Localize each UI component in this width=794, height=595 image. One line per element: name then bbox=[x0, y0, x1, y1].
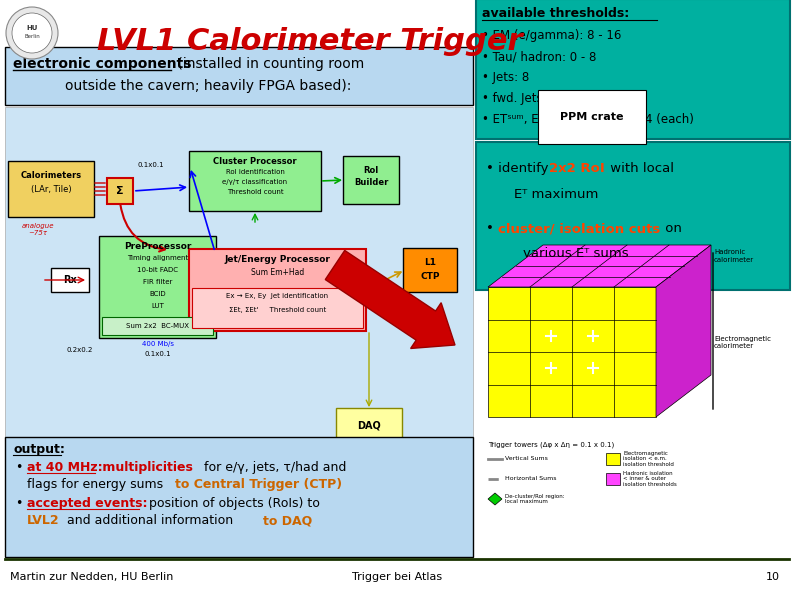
Text: 0.2x0.2: 0.2x0.2 bbox=[67, 347, 93, 353]
Text: •: • bbox=[15, 497, 22, 510]
Text: ΣEt, ΣEt'     Threshold count: ΣEt, ΣEt' Threshold count bbox=[229, 307, 326, 313]
Text: 0.1x0.1: 0.1x0.1 bbox=[145, 351, 171, 357]
Text: Eᵀ maximum: Eᵀ maximum bbox=[514, 188, 598, 201]
Text: to Central Trigger (CTP): to Central Trigger (CTP) bbox=[175, 478, 342, 491]
Text: Rx: Rx bbox=[64, 275, 77, 285]
Text: Electromagnetic
calorimeter: Electromagnetic calorimeter bbox=[714, 336, 771, 349]
Text: for e/γ, jets, τ/had and: for e/γ, jets, τ/had and bbox=[200, 461, 346, 474]
Text: 10: 10 bbox=[766, 572, 780, 582]
Text: and additional information: and additional information bbox=[63, 514, 237, 527]
Text: 400 Mb/s: 400 Mb/s bbox=[141, 341, 174, 347]
FancyBboxPatch shape bbox=[336, 408, 402, 442]
Polygon shape bbox=[488, 493, 502, 505]
FancyBboxPatch shape bbox=[107, 178, 133, 204]
Text: Jet/Energy Processor: Jet/Energy Processor bbox=[225, 255, 330, 264]
Text: DAQ: DAQ bbox=[357, 420, 381, 430]
Text: flags for energy sums: flags for energy sums bbox=[27, 478, 167, 491]
Text: PPM crate: PPM crate bbox=[560, 112, 623, 122]
Text: output:: output: bbox=[13, 443, 65, 456]
Text: (installed in counting room: (installed in counting room bbox=[173, 57, 364, 71]
Circle shape bbox=[12, 13, 52, 53]
Text: •: • bbox=[486, 222, 498, 235]
FancyBboxPatch shape bbox=[403, 248, 457, 292]
FancyBboxPatch shape bbox=[189, 249, 366, 331]
Text: Electromagnetic
isolation < e.m.
isolation threshold: Electromagnetic isolation < e.m. isolati… bbox=[623, 450, 674, 467]
Text: Σ: Σ bbox=[116, 186, 124, 196]
Text: FIR filter: FIR filter bbox=[143, 279, 172, 285]
Text: 0.1x0.1: 0.1x0.1 bbox=[138, 162, 164, 168]
FancyBboxPatch shape bbox=[192, 288, 363, 328]
Text: e/γ/τ classification: e/γ/τ classification bbox=[222, 179, 287, 185]
Text: available thresholds:: available thresholds: bbox=[482, 7, 630, 20]
Text: analogue
~75τ: analogue ~75τ bbox=[21, 223, 54, 236]
FancyBboxPatch shape bbox=[476, 142, 790, 290]
Text: various Eᵀ sums: various Eᵀ sums bbox=[523, 247, 629, 260]
FancyBboxPatch shape bbox=[606, 473, 620, 485]
Text: at 40 MHz:: at 40 MHz: bbox=[27, 461, 102, 474]
Circle shape bbox=[6, 7, 58, 59]
Text: HU: HU bbox=[26, 25, 37, 31]
Text: 2x2 RoI: 2x2 RoI bbox=[549, 162, 605, 175]
Text: LVL1 Calorimeter Trigger: LVL1 Calorimeter Trigger bbox=[97, 27, 522, 57]
Text: Cluster Processor: Cluster Processor bbox=[213, 157, 297, 166]
FancyBboxPatch shape bbox=[189, 151, 321, 211]
Text: Berlin: Berlin bbox=[24, 35, 40, 39]
FancyBboxPatch shape bbox=[8, 161, 94, 217]
Text: multiplicities: multiplicities bbox=[98, 461, 193, 474]
Text: to DAQ: to DAQ bbox=[263, 514, 312, 527]
Text: LVL2: LVL2 bbox=[27, 514, 60, 527]
Text: CTP: CTP bbox=[420, 272, 440, 281]
Text: with local: with local bbox=[606, 162, 674, 175]
Text: Ex → Ex, Ey  Jet identification: Ex → Ex, Ey Jet identification bbox=[226, 293, 329, 299]
Text: RoI identification: RoI identification bbox=[225, 169, 284, 175]
Text: LUT: LUT bbox=[151, 303, 164, 309]
Text: Martin zur Nedden, HU Berlin: Martin zur Nedden, HU Berlin bbox=[10, 572, 173, 582]
Text: 10-bit FADC: 10-bit FADC bbox=[137, 267, 178, 273]
Text: outside the cavern; heavily FPGA based):: outside the cavern; heavily FPGA based): bbox=[65, 79, 352, 93]
Text: Builder: Builder bbox=[354, 178, 388, 187]
Text: • identify: • identify bbox=[486, 162, 553, 175]
Polygon shape bbox=[488, 287, 656, 417]
FancyBboxPatch shape bbox=[99, 236, 216, 338]
FancyBboxPatch shape bbox=[476, 0, 790, 139]
Text: Horizontal Sums: Horizontal Sums bbox=[505, 477, 557, 481]
FancyArrow shape bbox=[326, 250, 455, 349]
FancyBboxPatch shape bbox=[5, 107, 473, 557]
Text: • fwd. Jets: 8: • fwd. Jets: 8 bbox=[482, 92, 557, 105]
Text: accepted events:: accepted events: bbox=[27, 497, 148, 510]
Text: • EM (e/gamma): 8 - 16: • EM (e/gamma): 8 - 16 bbox=[482, 29, 622, 42]
Text: Sum Em+Had: Sum Em+Had bbox=[251, 268, 304, 277]
Text: L1: L1 bbox=[424, 258, 436, 267]
FancyBboxPatch shape bbox=[606, 453, 620, 465]
Text: Hadronic
calorimeter: Hadronic calorimeter bbox=[714, 249, 754, 262]
Text: RoI: RoI bbox=[364, 166, 379, 175]
FancyBboxPatch shape bbox=[343, 156, 399, 204]
Text: position of objects (RoIs) to: position of objects (RoIs) to bbox=[145, 497, 320, 510]
Text: •: • bbox=[15, 461, 22, 474]
Text: • Jets: 8: • Jets: 8 bbox=[482, 71, 530, 84]
Text: • Tau/ hadron: 0 - 8: • Tau/ hadron: 0 - 8 bbox=[482, 50, 596, 63]
FancyBboxPatch shape bbox=[5, 47, 473, 105]
Text: Timing alignment: Timing alignment bbox=[127, 255, 188, 261]
Text: • ETˢᵘᵐ, ETˢᵘᵐ(jets), ETᵐᵢˢˢ : 4 (each): • ETˢᵘᵐ, ETˢᵘᵐ(jets), ETᵐᵢˢˢ : 4 (each) bbox=[482, 113, 694, 126]
Text: PreProcessor: PreProcessor bbox=[124, 242, 191, 251]
Text: De-cluster/RoI region:
local maximum: De-cluster/RoI region: local maximum bbox=[505, 494, 565, 505]
Text: Sum 2x2  BC-MUX: Sum 2x2 BC-MUX bbox=[126, 323, 189, 329]
FancyBboxPatch shape bbox=[5, 437, 473, 557]
Text: Hadronic isolation
< inner & outer
isolation thresholds: Hadronic isolation < inner & outer isola… bbox=[623, 471, 676, 487]
Text: Trigger bei Atlas: Trigger bei Atlas bbox=[352, 572, 442, 582]
Text: Trigger towers (Δφ x Δη = 0.1 x 0.1): Trigger towers (Δφ x Δη = 0.1 x 0.1) bbox=[488, 442, 615, 449]
FancyBboxPatch shape bbox=[102, 317, 213, 335]
Text: cluster/ isolation cuts: cluster/ isolation cuts bbox=[498, 222, 661, 235]
Polygon shape bbox=[656, 245, 711, 417]
Text: electronic components: electronic components bbox=[13, 57, 191, 71]
Text: Vertical Sums: Vertical Sums bbox=[505, 456, 548, 462]
Text: Threshold count: Threshold count bbox=[227, 189, 283, 195]
FancyBboxPatch shape bbox=[51, 268, 89, 292]
Text: Calorimeters: Calorimeters bbox=[21, 171, 82, 180]
Text: (LAr, Tile): (LAr, Tile) bbox=[31, 185, 71, 194]
Polygon shape bbox=[488, 245, 711, 287]
Text: on: on bbox=[661, 222, 682, 235]
Text: BCID: BCID bbox=[149, 291, 166, 297]
